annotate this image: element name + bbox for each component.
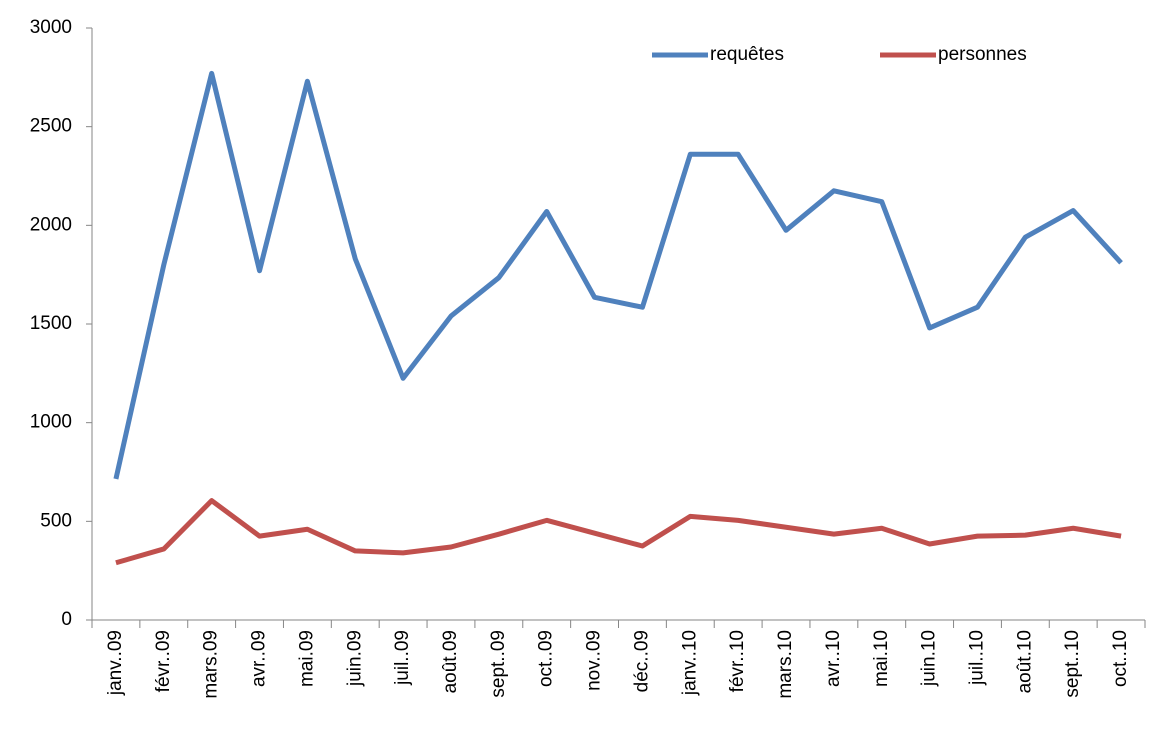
x-tick-label: juil..10	[966, 630, 987, 686]
y-tick-label: 500	[40, 510, 72, 531]
y-tick-label: 2500	[30, 116, 72, 137]
y-tick-label: 0	[61, 609, 72, 630]
x-tick-label: sept..09	[488, 630, 509, 698]
y-tick-label: 1500	[30, 313, 72, 334]
x-tick-label: mars.09	[201, 630, 222, 699]
series-line	[113, 70, 1123, 480]
x-tick-label: janv..10	[679, 630, 700, 696]
x-tick-label: mai.10	[871, 630, 892, 687]
y-tick-label: 1000	[30, 412, 72, 433]
x-tick-label: févr..10	[727, 630, 748, 692]
x-tick-label: avr..10	[823, 630, 844, 687]
x-tick-label: janv..09	[105, 630, 126, 696]
x-tick-label: mars.10	[775, 630, 796, 699]
x-tick-label: mai.09	[296, 630, 317, 687]
x-tick-label: nov..09	[584, 630, 605, 691]
x-tick-label: févr..09	[153, 630, 174, 692]
legend-label: requêtes	[710, 44, 784, 65]
x-tick-label: juin.09	[344, 630, 365, 687]
legend-label: personnes	[938, 44, 1027, 65]
x-tick-label: juil..09	[392, 630, 413, 686]
y-tick-label: 2000	[30, 214, 72, 235]
x-tick-label: sept..10	[1062, 630, 1083, 698]
series-line	[115, 498, 1122, 566]
x-tick-label: août.09	[440, 630, 461, 693]
x-tick-label: déc..09	[631, 630, 652, 692]
x-tick-label: avr..09	[249, 630, 270, 687]
x-tick-label: juin.10	[919, 630, 940, 687]
x-tick-label: oct..10	[1110, 630, 1131, 687]
y-tick-label: 3000	[30, 17, 72, 38]
x-tick-label: août.10	[1014, 630, 1035, 693]
x-tick-label: oct..09	[536, 630, 557, 687]
